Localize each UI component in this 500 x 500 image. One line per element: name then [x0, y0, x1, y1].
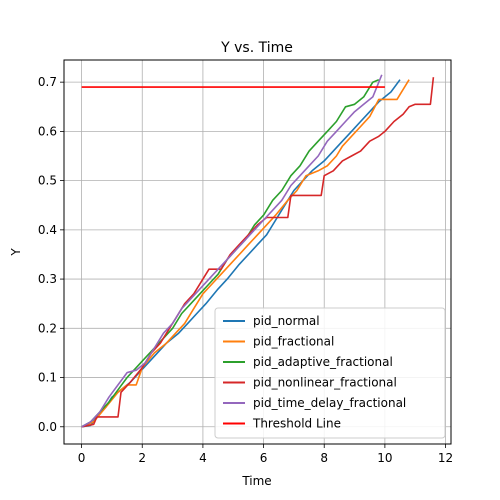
y-axis-label: Y	[9, 248, 23, 257]
y-tick-label: 0.4	[38, 223, 57, 237]
legend-label: Threshold Line	[252, 417, 341, 431]
y-tick-label: 0.0	[38, 420, 57, 434]
y-tick-label: 0.5	[38, 174, 57, 188]
x-tick-label: 2	[138, 451, 146, 465]
plot-frame	[63, 59, 452, 445]
legend-label: pid_normal	[253, 314, 320, 328]
series-line-pid-nonlinear-fractional	[81, 77, 435, 428]
legend-label: pid_time_delay_fractional	[253, 396, 406, 410]
legend: pid_normal pid_fractional pid_adaptive_fra…	[214, 307, 446, 439]
y-tick-label: 0.3	[38, 272, 57, 286]
x-tick-label: 6	[260, 451, 268, 465]
series-line-pid-time-delay-fractional	[81, 74, 383, 428]
chart-title: Y vs. Time	[220, 40, 293, 56]
x-tick-label: 4	[199, 451, 207, 465]
legend-label: pid_nonlinear_fractional	[253, 376, 397, 390]
series-line-pid-fractional	[81, 79, 410, 428]
legend-label: pid_adaptive_fractional	[253, 355, 393, 369]
series-lines	[81, 74, 435, 428]
x-tick-label: 0	[78, 451, 86, 465]
x-tick-label: 10	[377, 451, 392, 465]
x-tick-label: 12	[438, 451, 453, 465]
y-tick-label: 0.6	[38, 124, 57, 138]
axis-ticks: 0 2 4 6 8 10 12 0.0 0.1 0.2 0.3 0.4 0.5 0.6 0.7	[38, 75, 453, 465]
legend-box	[214, 307, 446, 439]
legend-label: pid_fractional	[253, 335, 334, 349]
x-tick-label: 8	[320, 451, 328, 465]
y-tick-label: 0.1	[38, 371, 57, 385]
y-tick-label: 0.2	[38, 321, 57, 335]
y-tick-label: 0.7	[38, 75, 57, 89]
x-axis-label: Time	[241, 474, 271, 488]
